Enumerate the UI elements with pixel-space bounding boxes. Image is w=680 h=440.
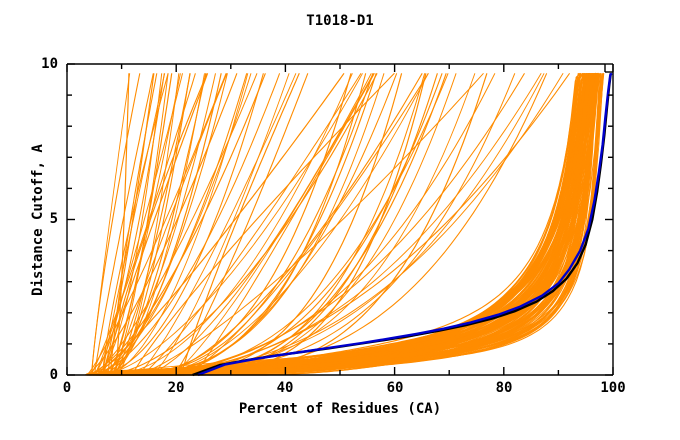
reference-curve-blue [197,72,613,377]
x-tick-label-100: 100 [600,380,626,396]
y-tick-label-10: 10 [41,56,58,72]
axes-frame [66,63,614,376]
x-axis-label: Percent of Residues (CA) [238,401,442,417]
y-tick-label-5: 5 [49,211,58,227]
x-tick-label-80: 80 [495,380,513,396]
y-tick-label-0: 0 [49,367,58,383]
x-tick-label-40: 40 [276,380,294,396]
x-tick-label-20: 20 [167,380,185,396]
x-tick-label-0: 0 [62,380,72,396]
chart-title: T1018-D1 [306,13,374,29]
prediction-curves [83,72,605,376]
x-tick-label-60: 60 [386,380,404,396]
